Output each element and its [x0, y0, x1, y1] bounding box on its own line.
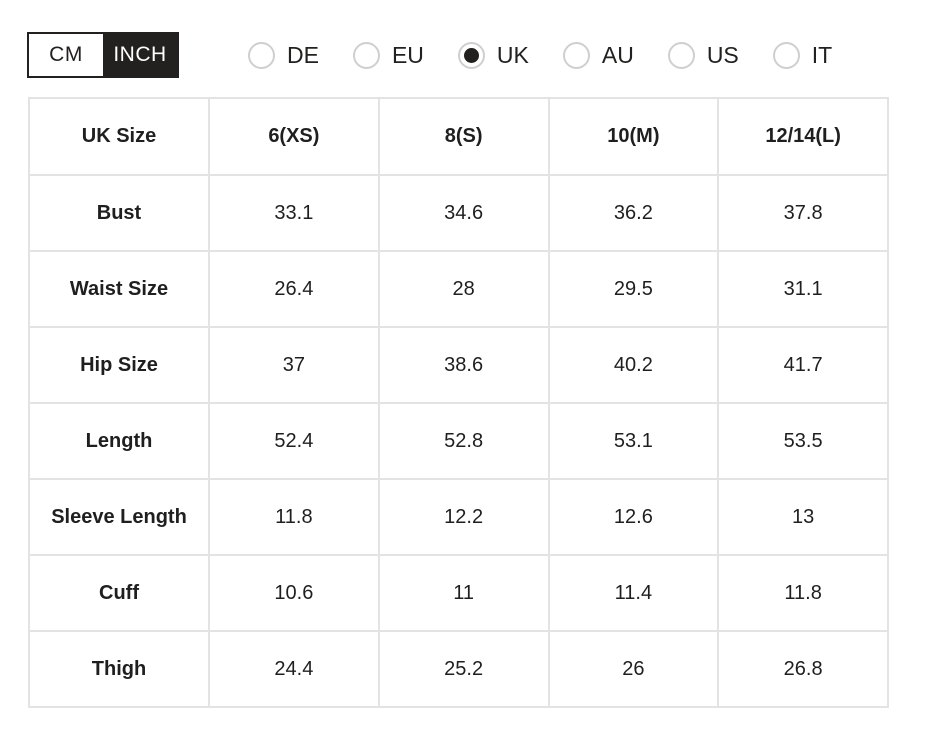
table-row: Hip Size 37 38.6 40.2 41.7 [28, 326, 889, 404]
measurement-value: 11.4 [547, 554, 720, 632]
radio-unselected-icon [772, 41, 800, 69]
measurement-value: 25.2 [377, 630, 550, 708]
size-column-header: 10(M) [547, 97, 720, 176]
radio-unselected-icon [667, 41, 695, 69]
unit-toggle: CM INCH [27, 32, 179, 78]
region-label: DE [287, 41, 319, 68]
region-label: EU [391, 41, 424, 68]
table-header-row: UK Size 6(XS) 8(S) 10(M) 12/14(L) [28, 97, 889, 176]
header-controls: CM INCH DE EU UK AU US IT [0, 0, 945, 78]
size-system-header: UK Size [28, 97, 210, 176]
table-row: Bust 33.1 34.6 36.2 37.8 [28, 174, 889, 252]
measurement-value: 29.5 [547, 250, 720, 328]
measurement-value: 24.4 [208, 630, 380, 708]
measurement-value: 37 [208, 326, 380, 404]
table-row: Thigh 24.4 25.2 26 26.8 [28, 630, 889, 708]
measurement-value: 10.6 [208, 554, 380, 632]
measurement-value: 36.2 [547, 174, 720, 252]
measurement-value: 38.6 [377, 326, 550, 404]
measurement-value: 53.1 [547, 402, 720, 480]
measurement-value: 11.8 [208, 478, 380, 556]
measurement-value: 33.1 [208, 174, 380, 252]
measurement-value: 11 [377, 554, 550, 632]
region-label: IT [811, 41, 833, 68]
measurement-value: 53.5 [717, 402, 889, 480]
measurement-value: 34.6 [377, 174, 550, 252]
table-row: Sleeve Length 11.8 12.2 12.6 13 [28, 478, 889, 556]
region-radio-it[interactable]: IT [772, 41, 833, 69]
size-column-header: 8(S) [377, 97, 550, 176]
measurement-value: 26 [547, 630, 720, 708]
measurement-label: Hip Size [28, 326, 210, 404]
region-selector: DE EU UK AU US IT [248, 41, 833, 69]
table-row: Waist Size 26.4 28 29.5 31.1 [28, 250, 889, 328]
measurement-label: Bust [28, 174, 210, 252]
region-radio-us[interactable]: US [667, 41, 739, 69]
measurement-value: 37.8 [717, 174, 889, 252]
size-column-header: 6(XS) [208, 97, 380, 176]
measurement-value: 26.4 [208, 250, 380, 328]
measurement-value: 52.8 [377, 402, 550, 480]
radio-unselected-icon [562, 41, 590, 69]
measurement-value: 13 [717, 478, 889, 556]
measurement-value: 31.1 [717, 250, 889, 328]
unit-toggle-inch-button[interactable]: INCH [103, 34, 177, 76]
region-label: US [706, 41, 739, 68]
measurement-value: 40.2 [547, 326, 720, 404]
table-row: Cuff 10.6 11 11.4 11.8 [28, 554, 889, 632]
radio-unselected-icon [352, 41, 380, 69]
measurement-value: 28 [377, 250, 550, 328]
region-label: AU [601, 41, 634, 68]
radio-selected-icon [457, 41, 485, 69]
measurement-label: Sleeve Length [28, 478, 210, 556]
region-radio-au[interactable]: AU [562, 41, 634, 69]
size-column-header: 12/14(L) [717, 97, 889, 176]
region-radio-eu[interactable]: EU [352, 41, 424, 69]
measurement-label: Waist Size [28, 250, 210, 328]
region-label: UK [496, 41, 529, 68]
measurement-value: 52.4 [208, 402, 380, 480]
measurement-label: Cuff [28, 554, 210, 632]
measurement-value: 26.8 [717, 630, 889, 708]
table-row: Length 52.4 52.8 53.1 53.5 [28, 402, 889, 480]
measurement-value: 11.8 [717, 554, 889, 632]
measurement-value: 41.7 [717, 326, 889, 404]
unit-toggle-cm-button[interactable]: CM [29, 34, 103, 76]
measurement-label: Length [28, 402, 210, 480]
measurement-label: Thigh [28, 630, 210, 708]
measurement-value: 12.2 [377, 478, 550, 556]
size-table: UK Size 6(XS) 8(S) 10(M) 12/14(L) Bust 33.1 34… [28, 97, 889, 708]
region-radio-uk[interactable]: UK [457, 41, 529, 69]
radio-unselected-icon [248, 41, 275, 69]
region-radio-de[interactable]: DE [248, 41, 319, 69]
measurement-value: 12.6 [547, 478, 720, 556]
